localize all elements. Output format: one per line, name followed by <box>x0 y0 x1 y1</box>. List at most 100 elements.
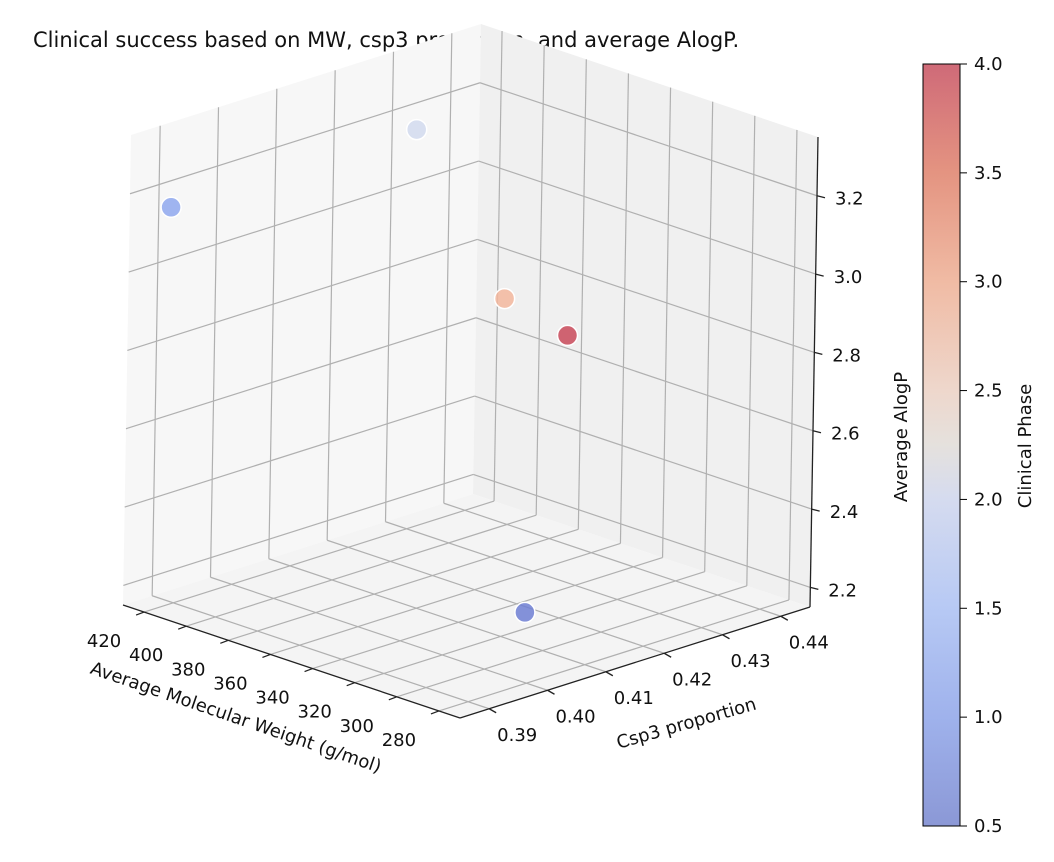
z-tick-mark <box>815 273 824 277</box>
colorbar-tick-label: 0.5 <box>974 816 1003 837</box>
grid-y-floor <box>326 539 665 654</box>
y-tick-mark <box>663 652 672 658</box>
y-tick-label: 0.44 <box>789 632 829 653</box>
grid-z-right <box>479 82 818 197</box>
grid-x-back <box>661 87 672 558</box>
y-tick-label: 0.43 <box>730 651 770 672</box>
x-axis-line <box>122 604 461 719</box>
colorbar-tick-label: 3.5 <box>974 163 1003 184</box>
z-axis-line <box>809 136 819 608</box>
grid-z-left <box>129 82 481 195</box>
x-tick-mark <box>220 639 229 644</box>
grid-z-right <box>474 395 812 510</box>
grid-y-back <box>326 70 336 541</box>
y-tick-mark <box>488 708 497 714</box>
colorbar-tick-label: 2.0 <box>974 489 1003 510</box>
z-tick-label: 2.8 <box>832 345 861 366</box>
grid-x-back <box>788 129 798 600</box>
grid-y-back <box>268 88 278 559</box>
grid-x-floor <box>396 585 747 698</box>
z-tick-label: 2.2 <box>828 580 857 601</box>
colorbar-tick-label: 1.5 <box>974 598 1003 619</box>
x-tick-mark <box>388 696 398 701</box>
grid-y-floor <box>151 595 490 710</box>
y-tick-mark <box>547 689 555 695</box>
x-tick-mark <box>430 710 440 715</box>
x-tick-label: 340 <box>255 688 289 709</box>
grid-z-left <box>123 473 474 586</box>
z-tick-mark <box>810 586 819 591</box>
x-tick-label: 280 <box>382 730 416 751</box>
x-tick-label: 300 <box>340 716 374 737</box>
data-point <box>160 196 182 219</box>
x-tick-label: 320 <box>298 702 332 723</box>
grid-y-back <box>384 51 395 522</box>
grid-z-left <box>127 238 478 351</box>
z-tick-label: 2.4 <box>830 502 859 523</box>
grid-x-back <box>577 59 587 530</box>
grid-z-right <box>478 160 816 275</box>
grid-z-right <box>473 473 811 588</box>
colorbar-label: Clinical Phase <box>1015 384 1036 508</box>
grid-x-back <box>619 73 630 544</box>
colorbar-tick-label: 4.0 <box>974 54 1003 75</box>
grid-x-floor <box>312 556 663 670</box>
colorbar-tick-label: 1.0 <box>974 707 1003 728</box>
grid-y-back <box>209 107 220 578</box>
axis-lines <box>122 136 826 719</box>
grid-y-floor <box>268 558 607 673</box>
grid-z-right <box>477 238 815 353</box>
grid-x-floor <box>438 599 790 712</box>
x-tick-mark <box>346 682 355 687</box>
data-point <box>556 324 579 347</box>
grid-x-back <box>535 45 545 516</box>
grid-z-right <box>475 317 814 432</box>
grid-x-floor <box>143 500 495 613</box>
x-tick-mark <box>177 625 187 630</box>
colorbar-tick-label: 2.5 <box>974 381 1003 402</box>
grid-x-back <box>746 115 756 586</box>
grid-y-floor <box>385 521 723 636</box>
colorbar-gradient <box>922 63 961 827</box>
z-axis-label: Average AlogP <box>891 372 912 502</box>
z-tick-label: 3.0 <box>834 267 863 288</box>
x-tick-mark <box>135 611 145 616</box>
x-tick-label: 380 <box>171 659 205 680</box>
y-tick-label: 0.42 <box>672 669 712 690</box>
data-point <box>514 601 536 624</box>
grid-y-floor <box>210 576 548 691</box>
y-tick-mark <box>722 634 730 640</box>
grid-y-back <box>443 33 453 504</box>
y-tick-label: 0.40 <box>555 706 595 727</box>
grid-y-floor <box>443 502 782 617</box>
pane-back-right <box>473 24 818 607</box>
y-tick-mark <box>780 615 789 621</box>
z-tick-mark <box>814 351 823 356</box>
z-tick-mark <box>811 508 820 512</box>
z-tick-label: 2.6 <box>831 424 860 445</box>
z-tick-label: 3.2 <box>835 189 864 210</box>
grid-z-left <box>124 395 475 508</box>
z-tick-mark <box>812 430 822 434</box>
x-tick-mark <box>262 653 271 659</box>
grid-z-left <box>125 317 477 430</box>
data-points <box>160 118 579 624</box>
x-tick-label: 360 <box>213 673 247 694</box>
axis-panes <box>123 24 818 718</box>
chart-title: Clinical success based on MW, csp3 propo… <box>33 28 740 52</box>
grid-x-floor <box>270 542 621 656</box>
data-point <box>405 118 428 141</box>
grid-x-floor <box>228 528 579 641</box>
x-tick-label: 420 <box>87 631 121 652</box>
colorbar-ticks: 0.5 1.0 1.5 2.0 2.5 3.0 3.5 4.0 <box>960 54 1003 837</box>
grid-x-floor <box>186 514 537 627</box>
grid-lines <box>123 31 818 712</box>
grid-x-back <box>493 31 503 502</box>
colorbar: 0.5 1.0 1.5 2.0 2.5 3.0 3.5 4.0 Clinical Phase <box>922 54 1036 837</box>
grid-z-left <box>128 160 479 273</box>
colorbar-tick-label: 3.0 <box>974 272 1003 293</box>
y-tick-label: 0.41 <box>614 688 654 709</box>
data-point <box>493 287 516 310</box>
grid-x-floor <box>354 571 705 684</box>
